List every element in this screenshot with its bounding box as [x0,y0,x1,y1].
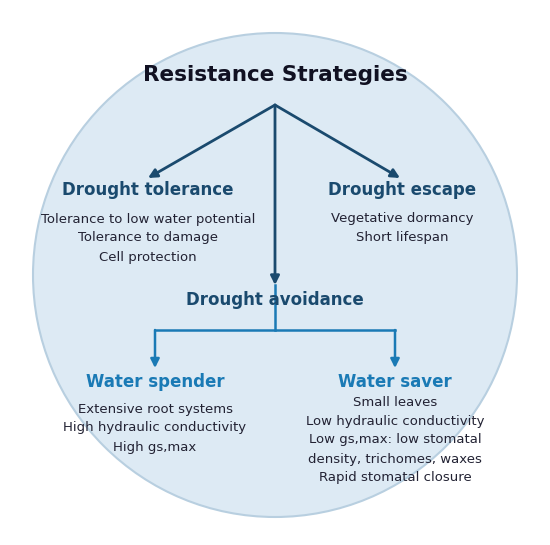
Text: Resistance Strategies: Resistance Strategies [142,65,408,85]
Text: Tolerance to low water potential
Tolerance to damage
Cell protection: Tolerance to low water potential Toleran… [41,213,255,263]
Text: Vegetative dormancy
Short lifespan: Vegetative dormancy Short lifespan [331,212,473,244]
Text: Small leaves
Low hydraulic conductivity
Low gs,max: low stomatal
density, tricho: Small leaves Low hydraulic conductivity … [306,396,484,485]
Text: Drought avoidance: Drought avoidance [186,291,364,309]
Text: Water saver: Water saver [338,373,452,391]
Text: Extensive root systems
High hydraulic conductivity
High gs,max: Extensive root systems High hydraulic co… [63,403,246,453]
Text: Drought tolerance: Drought tolerance [62,181,234,199]
Text: Drought escape: Drought escape [328,181,476,199]
Circle shape [33,33,517,517]
Text: Water spender: Water spender [86,373,224,391]
